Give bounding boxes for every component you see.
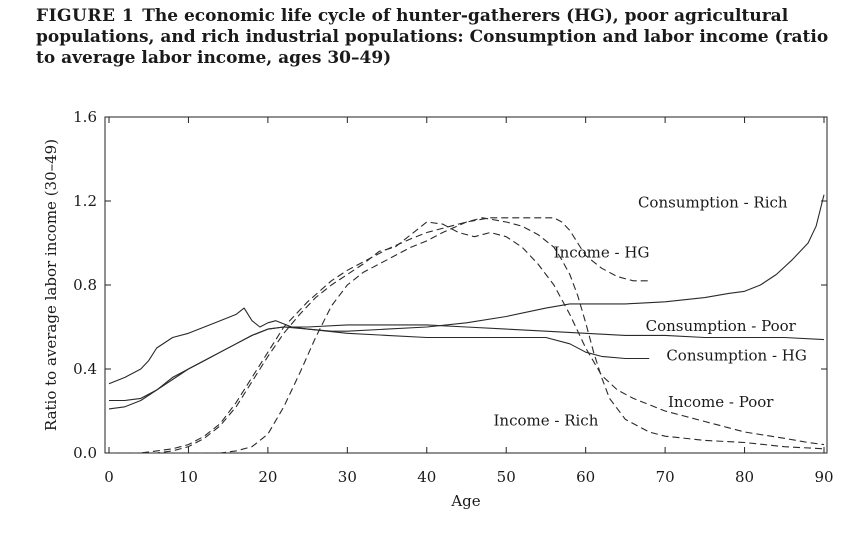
y-tick-label: 1.6 [73, 108, 97, 126]
figure-caption: The economic life cycle of hunter-gather… [36, 6, 829, 68]
x-tick-label: 10 [179, 468, 198, 486]
series-label-consumption-hg: Consumption - HG [666, 347, 807, 365]
y-tick-label: 0.8 [73, 276, 97, 294]
series-label-income-rich: Income - Rich [493, 412, 598, 430]
x-axis-title: Age [450, 492, 480, 510]
y-tick-label: 0.4 [73, 360, 97, 378]
series-label-income-hg: Income - HG [554, 244, 650, 262]
x-tick-label: 90 [814, 468, 833, 486]
x-tick-label: 80 [735, 468, 754, 486]
x-tick-label: 20 [258, 468, 277, 486]
series-lines [108, 194, 825, 454]
series-line-income-hg [109, 217, 650, 454]
y-tick-label: 0.0 [73, 444, 97, 462]
figure-label: FIGURE 1 [36, 6, 135, 26]
series-line-consumption-poor [108, 324, 825, 410]
x-tick-label: 60 [576, 468, 595, 486]
series-label-income-poor: Income - Poor [668, 393, 774, 411]
y-axis: 0.0 0.4 0.8 1.2 1.6 [73, 108, 827, 462]
series-label-consumption-rich: Consumption - Rich [638, 193, 788, 211]
series-line-income-rich [109, 217, 825, 454]
x-tick-label: 70 [656, 468, 675, 486]
series-label-consumption-poor: Consumption - Poor [646, 317, 797, 335]
series-labels: Consumption - Rich Income - HG Consumption… [493, 193, 806, 429]
x-tick-label: 50 [497, 468, 516, 486]
series-line-consumption-hg [109, 326, 650, 402]
y-axis-title: Ratio to average labor income (30–49) [42, 139, 60, 431]
series-line-income-poor [109, 221, 825, 454]
y-tick-label: 1.2 [73, 192, 97, 210]
x-axis: 0 10 20 30 40 50 60 70 80 90 [104, 117, 834, 486]
x-tick-label: 30 [338, 468, 357, 486]
figure-title: FIGURE 1 The economic life cycle of hunte… [36, 6, 836, 69]
x-tick-label: 40 [417, 468, 436, 486]
series-line-consumption-rich [108, 194, 825, 385]
x-tick-label: 0 [104, 468, 114, 486]
